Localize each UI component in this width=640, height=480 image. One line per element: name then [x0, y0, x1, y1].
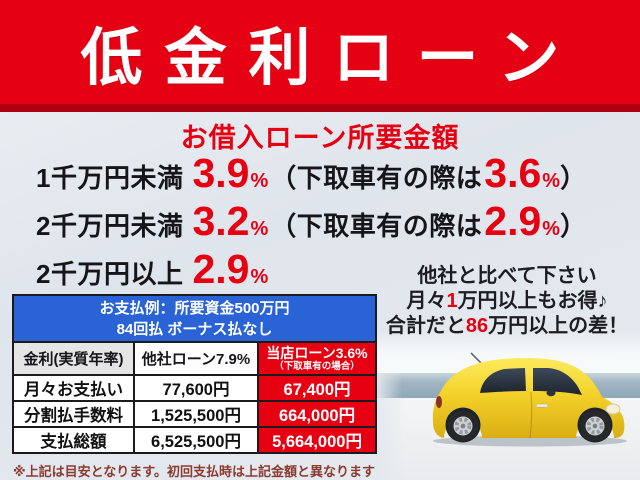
table-row-installment-fee: 分割払手数料 1,525,500円 664,000円: [12, 400, 378, 428]
payment-example-table: お支払例：所要資金500万円 84回払 ボーナス払なし 金利(実質年率) 他社ロ…: [11, 294, 378, 454]
rate-value: 3.2: [192, 198, 250, 244]
promo-line-3: 合計だと86万円以上の差！: [381, 314, 633, 339]
loan-amount-subtitle: お借入ローン所要金額: [180, 123, 460, 153]
our-loan-rate: 当店ローン3.6%: [266, 344, 368, 361]
table-title-row: お支払例：所要資金500万円 84回払 ボーナス払なし: [11, 294, 378, 343]
promo-line-2: 月々1万円以上もお得♪: [381, 289, 633, 314]
rate-label: 2千万円以上: [36, 259, 184, 289]
rear-side-window: [480, 368, 526, 393]
door-handle: [535, 403, 549, 408]
table-title-cell: お支払例：所要資金500万円 84回払 ボーナス払なし: [11, 294, 378, 343]
rate-line-over-20m: 2千万円以上 2.9 %: [36, 246, 587, 294]
headlight: [605, 403, 621, 415]
our-loan-value: 664,000円: [256, 400, 378, 428]
car-shadow: [433, 435, 627, 447]
rate-list: 1千万円未満 3.9 % （下取車有の際は 3.6 % ） 2千万円未満 3.2…: [36, 150, 587, 294]
table-row-total: 支払総額 6,525,500円 5,664,000円: [12, 426, 378, 454]
closing-paren: ）: [560, 163, 587, 193]
our-loan-value: 5,664,000円: [256, 426, 378, 454]
other-loan-value: 77,600円: [133, 374, 259, 402]
row-label: 支払総額: [12, 426, 135, 454]
promo-highlight-number: 86: [465, 315, 489, 337]
rate-line-under-20m: 2千万円未満 3.2 % （下取車有の際は 2.9 % ）: [36, 198, 587, 246]
table-title-line1: お支払例：所要資金500万円: [99, 299, 290, 317]
table-title-line2: 84回払 ボーナス払なし: [116, 320, 273, 338]
table-header-row: 金利(実質年率) 他社ローン7.9% 当店ローン3.6% （下取車有の場合）: [12, 341, 378, 376]
promo-line-1: 他社と比べて下さい: [417, 265, 597, 287]
percent-sign: %: [250, 170, 269, 192]
trade-in-rate-value: 3.6: [484, 150, 542, 196]
promo-highlight-number: 1: [446, 290, 458, 312]
rate-label: 2千万円未満: [36, 211, 184, 241]
disclaimer-footnote: ※上記は目安となります。初回支払時は上記金額と異なります: [13, 464, 375, 479]
promo-text: 月々: [406, 290, 447, 312]
our-loan-value: 67,400円: [256, 374, 378, 402]
side-mirror: [546, 389, 556, 397]
column-header-rate: 金利(実質年率): [12, 341, 135, 376]
rate-value: 3.9: [192, 150, 250, 196]
title-banner: 低金利ローン: [0, 0, 640, 112]
taillight: [436, 396, 442, 408]
row-label: 分割払手数料: [12, 400, 135, 428]
promo-text: 万円以上もお得♪: [457, 290, 608, 312]
front-wheel: [579, 410, 611, 442]
row-label: 月々お支払い: [12, 374, 135, 402]
front-side-window: [533, 368, 582, 395]
rate-value: 2.9: [192, 246, 250, 292]
rear-wheel: [447, 410, 479, 442]
rate-line-under-10m: 1千万円未満 3.9 % （下取車有の際は 3.6 % ）: [36, 150, 587, 198]
percent-sign: %: [250, 266, 269, 288]
percent-sign: %: [542, 218, 561, 240]
closing-paren: ）: [560, 211, 587, 241]
table-row-monthly: 月々お支払い 77,600円 67,400円: [12, 374, 378, 402]
page-title: 低金利ローン: [80, 24, 582, 93]
trade-in-note: （下取車有の際は: [270, 211, 483, 241]
promo-text: 万円以上の差！: [488, 315, 629, 337]
yellow-car-image: [432, 352, 627, 447]
column-header-our-loan: 当店ローン3.6% （下取車有の場合）: [256, 341, 378, 376]
promo-text-block: 他社と比べて下さい 月々1万円以上もお得♪ 合計だと86万円以上の差！: [381, 264, 633, 339]
other-loan-value: 6,525,500円: [133, 426, 259, 454]
percent-sign: %: [542, 170, 561, 192]
car-body: [432, 358, 625, 438]
antenna: [470, 352, 483, 365]
door-seam: [529, 391, 533, 439]
our-loan-condition: （下取車有の場合）: [274, 360, 360, 372]
column-header-other-loan: 他社ローン7.9%: [133, 341, 259, 376]
percent-sign: %: [250, 218, 269, 240]
trade-in-note: （下取車有の際は: [270, 163, 483, 193]
rate-label: 1千万円未満: [36, 163, 184, 193]
promo-text: 合計だと: [385, 315, 466, 337]
trade-in-rate-value: 2.9: [484, 198, 542, 244]
other-loan-value: 1,525,500円: [133, 400, 259, 428]
